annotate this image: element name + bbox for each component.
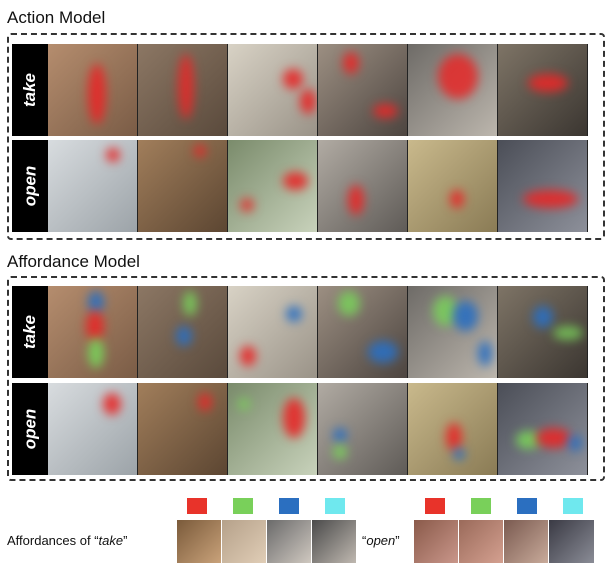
image-tile xyxy=(228,286,318,378)
action-model-title: Action Model xyxy=(7,8,106,27)
take-thumb xyxy=(222,520,266,563)
take-thumb xyxy=(267,520,311,563)
action-model-box xyxy=(7,33,605,240)
image-tile xyxy=(48,140,138,232)
image-tile xyxy=(318,383,408,475)
take-swatch-red xyxy=(187,498,207,514)
image-tile xyxy=(318,286,408,378)
take-thumb xyxy=(177,520,221,563)
open-thumb xyxy=(549,520,594,563)
image-tile xyxy=(318,140,408,232)
image-tile xyxy=(138,383,228,475)
image-tile xyxy=(138,286,228,378)
open-swatch-cyan xyxy=(563,498,583,514)
image-tile xyxy=(48,383,138,475)
row-label: take xyxy=(12,286,48,378)
open-thumb xyxy=(459,520,503,563)
affordance-open-row: open xyxy=(12,383,604,475)
take-swatch-green xyxy=(233,498,253,514)
take-swatch-blue xyxy=(279,498,299,514)
open-legend-label: “open” xyxy=(362,533,400,548)
take-swatch-cyan xyxy=(325,498,345,514)
take-thumb xyxy=(312,520,356,563)
image-tile xyxy=(318,44,408,136)
image-tile xyxy=(408,383,498,475)
image-tile xyxy=(48,286,138,378)
take-legend-label: Affordances of “take” xyxy=(7,533,128,548)
image-tile xyxy=(498,44,588,136)
action-open-row: open xyxy=(12,140,604,232)
row-label: open xyxy=(12,140,48,232)
image-tile xyxy=(408,140,498,232)
image-tile xyxy=(228,383,318,475)
open-thumb xyxy=(504,520,548,563)
image-tile xyxy=(228,140,318,232)
row-label: take xyxy=(12,44,48,136)
open-swatch-red xyxy=(425,498,445,514)
image-tile xyxy=(48,44,138,136)
affordance-take-row: take xyxy=(12,286,604,378)
image-tile xyxy=(498,140,588,232)
image-tile xyxy=(408,286,498,378)
image-tile xyxy=(138,140,228,232)
affordance-model-box xyxy=(7,276,605,481)
image-tile xyxy=(498,383,588,475)
affordance-model-title: Affordance Model xyxy=(7,252,140,271)
image-tile xyxy=(138,44,228,136)
image-tile xyxy=(408,44,498,136)
open-swatch-blue xyxy=(517,498,537,514)
row-label: open xyxy=(12,383,48,475)
open-swatch-green xyxy=(471,498,491,514)
image-tile xyxy=(498,286,588,378)
open-thumb xyxy=(414,520,458,563)
action-take-row: take xyxy=(12,44,604,136)
image-tile xyxy=(228,44,318,136)
